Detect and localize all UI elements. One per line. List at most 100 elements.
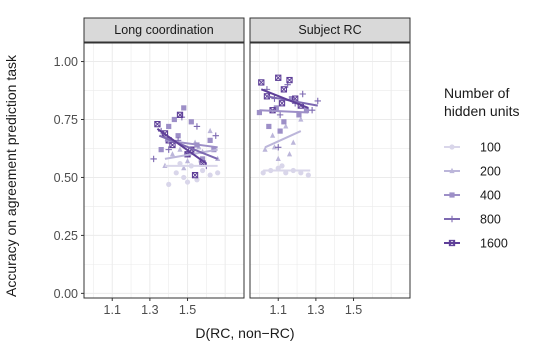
data-point xyxy=(290,139,296,145)
data-point xyxy=(184,179,191,185)
fit-lines xyxy=(156,127,219,167)
facet-strip xyxy=(249,17,411,43)
y-axis-ticks: 0.00 0.25 0.50 0.75 1.00 xyxy=(54,55,84,301)
data-point xyxy=(176,111,184,119)
data-point xyxy=(175,133,181,139)
data-point xyxy=(207,127,213,134)
data-point xyxy=(207,172,213,178)
x-tick-label: 1.3 xyxy=(141,303,158,317)
panel-border xyxy=(249,42,411,299)
data-point xyxy=(296,112,302,118)
data-point xyxy=(269,132,276,138)
data-point xyxy=(262,146,268,152)
fit-line xyxy=(259,109,309,114)
x-tick-label: 1.5 xyxy=(345,303,362,317)
legend-item: 800 xyxy=(444,213,501,227)
data-point xyxy=(169,151,176,157)
gridlines xyxy=(84,43,244,298)
facet-title: Long coordination xyxy=(114,23,213,37)
y-tick-label: 1.00 xyxy=(54,55,78,69)
data-point xyxy=(158,147,164,153)
data-point xyxy=(154,120,161,128)
facet-panel: Long coordination 1.1 1.3 1.5 xyxy=(83,17,245,317)
data-point xyxy=(184,158,191,164)
fit-line xyxy=(260,88,309,109)
legend-label: 1600 xyxy=(480,237,508,251)
legend-key-marker xyxy=(449,167,455,174)
legend-label: 100 xyxy=(480,141,501,155)
y-tick-label: 0.25 xyxy=(54,229,78,243)
facet-panel: Subject RC 1.1 1.3 1.5 xyxy=(249,17,411,317)
x-tick-label: 1.3 xyxy=(307,303,324,317)
data-point xyxy=(271,144,278,150)
data-point xyxy=(173,170,179,176)
legend-label: 200 xyxy=(480,165,501,179)
x-tick-label: 1.1 xyxy=(270,303,287,317)
data-point xyxy=(188,119,194,125)
data-point xyxy=(275,144,282,151)
data-point xyxy=(298,116,304,122)
data-point xyxy=(166,181,172,188)
data-point xyxy=(286,151,293,157)
data-points xyxy=(256,74,321,178)
data-point xyxy=(299,90,306,98)
data-point xyxy=(273,105,279,111)
fit-line xyxy=(264,130,302,149)
legend-item: 1600 xyxy=(444,237,508,251)
legend-label: 400 xyxy=(480,189,501,203)
data-point xyxy=(256,109,263,116)
fit-lines xyxy=(259,88,318,172)
data-point xyxy=(193,123,201,130)
legend-key-marker xyxy=(448,239,456,247)
data-point xyxy=(286,76,293,84)
legend-title: hidden units xyxy=(444,103,520,119)
data-point xyxy=(194,177,200,183)
data-point xyxy=(281,119,287,125)
data-point xyxy=(280,86,288,93)
legend-item: 100 xyxy=(444,141,501,155)
data-point xyxy=(275,155,281,161)
legend-key-marker xyxy=(449,192,455,198)
x-tick-label: 1.5 xyxy=(179,303,196,317)
data-point xyxy=(212,132,219,139)
data-point xyxy=(181,174,187,181)
data-point xyxy=(171,116,177,123)
data-point xyxy=(277,128,283,134)
data-point xyxy=(275,165,281,171)
legend-title: Number of xyxy=(444,85,509,101)
data-point xyxy=(181,164,187,171)
data-point xyxy=(298,170,304,176)
fit-line xyxy=(164,148,218,160)
data-point xyxy=(181,105,187,111)
y-tick-label: 0.75 xyxy=(54,113,78,127)
data-point xyxy=(165,146,172,153)
data-point xyxy=(258,79,265,86)
data-point xyxy=(266,123,272,130)
facet-panels: Long coordination 1.1 1.3 1.5 Subject RC 1.1 1… xyxy=(83,17,411,317)
data-point xyxy=(283,170,289,176)
data-point xyxy=(283,123,289,129)
y-axis-label: Accuracy on agreement prediction task xyxy=(3,54,19,297)
y-tick-label: 0.50 xyxy=(54,171,78,185)
data-point xyxy=(177,146,183,152)
panel-border xyxy=(83,42,245,299)
data-point xyxy=(278,100,286,107)
data-point xyxy=(308,107,316,114)
legend: Number of hidden units 100 200 400 800 1600 xyxy=(444,85,520,251)
fit-line xyxy=(158,134,219,160)
data-point xyxy=(150,155,157,163)
data-point xyxy=(191,171,199,179)
x-axis-label: D(RC, non−RC) xyxy=(195,325,294,341)
data-point xyxy=(260,170,266,176)
data-point xyxy=(215,170,221,176)
facet-title: Subject RC xyxy=(298,23,361,37)
y-tick-label: 0.00 xyxy=(54,287,78,301)
data-point xyxy=(305,172,311,178)
data-point xyxy=(279,163,285,169)
data-point xyxy=(199,167,206,174)
data-point xyxy=(166,123,172,130)
data-point xyxy=(275,74,282,81)
legend-key-marker xyxy=(449,144,455,150)
x-tick-label: 1.1 xyxy=(104,303,121,317)
